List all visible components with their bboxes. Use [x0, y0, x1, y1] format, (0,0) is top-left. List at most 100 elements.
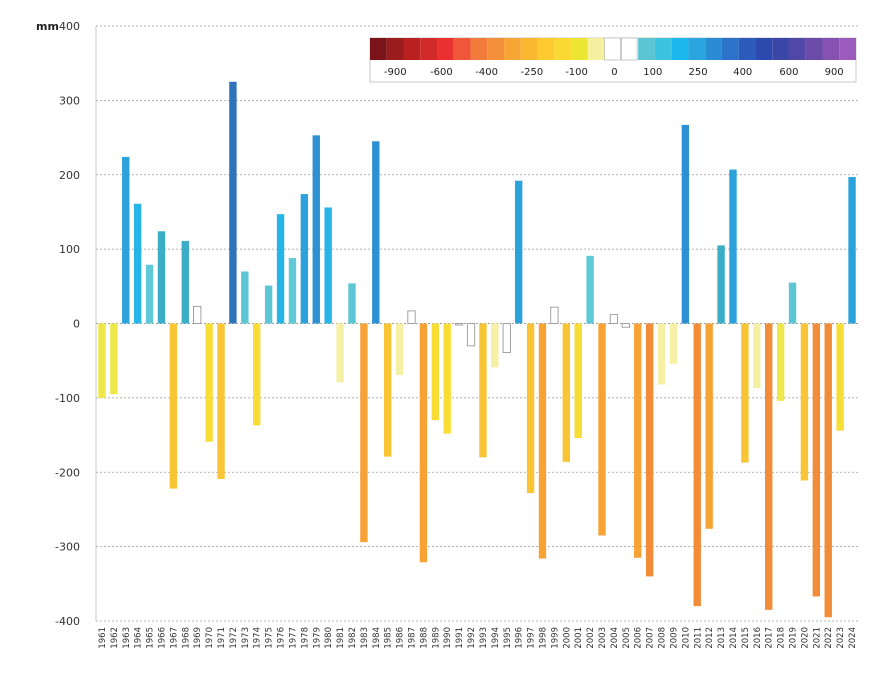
bar-2006 — [634, 323, 642, 558]
x-tick-label: 1992 — [467, 627, 477, 649]
y-tick-label: 200 — [59, 169, 80, 182]
bar-1980 — [324, 207, 332, 324]
legend-label: -900 — [384, 67, 407, 78]
x-tick-label: 1996 — [515, 627, 525, 649]
x-tick-label: 1966 — [157, 627, 167, 649]
x-tick-label: 1979 — [312, 627, 322, 649]
x-tick-label: 2000 — [562, 627, 572, 649]
legend-label: -400 — [475, 67, 498, 78]
legend-swatch — [822, 38, 840, 60]
x-tick-label: 1968 — [181, 627, 191, 649]
bar-1997 — [526, 323, 535, 494]
x-tick-label: 1967 — [169, 627, 179, 649]
legend-label: -600 — [430, 67, 453, 78]
x-tick-label: 1991 — [455, 627, 465, 649]
legend-swatch — [738, 38, 756, 60]
bar-1971 — [217, 323, 225, 479]
bar-1968 — [181, 240, 189, 324]
x-tick-label: 2020 — [800, 627, 810, 649]
y-tick-label: -200 — [55, 466, 80, 479]
x-tick-label: 1986 — [396, 627, 406, 649]
x-tick-label: 2013 — [717, 627, 727, 649]
legend-swatch — [453, 38, 471, 60]
x-tick-label: 1975 — [265, 627, 275, 649]
x-tick-label: 2003 — [598, 627, 608, 649]
x-tick-label: 2014 — [729, 627, 739, 649]
bar-1984 — [372, 141, 380, 324]
legend-swatch — [839, 38, 856, 60]
x-tick-label: 2015 — [741, 627, 751, 649]
legend-label: 0 — [611, 67, 617, 78]
y-axis: mm 400 300 200 100 0 -100 -200 -300 -400 — [36, 20, 97, 628]
x-tick-label: 1993 — [479, 627, 489, 649]
bar-2013 — [717, 245, 725, 324]
bar-1991 — [455, 323, 464, 326]
legend-swatch — [470, 38, 488, 60]
bar-1992 — [466, 323, 476, 347]
bar-2010 — [681, 124, 690, 324]
bar-1965 — [145, 264, 154, 324]
legend-swatch — [755, 38, 773, 60]
x-tick-label: 1962 — [110, 627, 120, 649]
legend-swatch — [420, 38, 438, 60]
legend-swatch — [504, 38, 521, 60]
bar-1976 — [276, 214, 285, 324]
bar-1987 — [407, 310, 416, 324]
y-tick-label: 100 — [59, 243, 80, 256]
bar-2004 — [609, 314, 619, 324]
y-tick-label: 0 — [73, 318, 80, 331]
legend-swatch — [705, 38, 722, 60]
x-tick-label: 1998 — [538, 627, 548, 649]
x-tick-label: 2004 — [610, 627, 620, 649]
x-tick-label: 1961 — [98, 627, 108, 649]
legend-label: 600 — [779, 67, 798, 78]
x-tick-label: 2005 — [622, 627, 632, 649]
x-tick-label: 2024 — [848, 627, 858, 649]
bar-2018 — [776, 323, 785, 401]
x-tick-label: 2008 — [658, 627, 668, 649]
bar-2019 — [788, 282, 797, 324]
bar-2008 — [657, 323, 666, 385]
bar-1974 — [253, 323, 261, 426]
x-tick-label: 2001 — [574, 627, 584, 649]
bar-1990 — [443, 323, 451, 434]
bar-1969 — [193, 305, 202, 324]
y-tick-label: 300 — [59, 94, 80, 107]
x-tick-label: 1969 — [193, 627, 203, 649]
bar-1979 — [312, 135, 320, 324]
bar-2022 — [824, 323, 832, 618]
x-tick-label: 1997 — [527, 627, 537, 649]
bar-1967 — [169, 323, 178, 489]
bar-2017 — [765, 323, 773, 610]
bar-1982 — [348, 283, 356, 324]
x-tick-label: 1982 — [348, 627, 358, 649]
x-tick-label: 2010 — [681, 627, 691, 649]
bar-1999 — [550, 306, 559, 324]
x-tick-label: 1990 — [443, 627, 453, 649]
legend-swatch — [437, 38, 454, 60]
legend-swatch — [654, 38, 672, 60]
legend-swatch — [805, 38, 823, 60]
bar-1995 — [502, 323, 511, 353]
grid-lines — [96, 25, 858, 622]
bar-2000 — [562, 323, 570, 462]
legend-label: -100 — [565, 67, 588, 78]
bar-2011 — [693, 323, 701, 607]
y-tick-label: -100 — [55, 392, 80, 405]
x-tick-label: 2017 — [765, 627, 775, 649]
bars — [98, 81, 856, 618]
legend-swatch — [688, 38, 706, 60]
bar-2005 — [621, 323, 630, 328]
bar-1981 — [336, 323, 344, 383]
legend-swatch — [487, 38, 505, 60]
bar-1977 — [288, 258, 297, 324]
legend-swatch — [537, 38, 555, 60]
x-axis: 1961 1962 1963 1964 1965 1966 1967 1968 1969 1970… — [98, 627, 858, 649]
x-tick-label: 2007 — [646, 627, 656, 649]
legend-swatch — [554, 38, 572, 60]
bar-1989 — [431, 323, 440, 421]
x-tick-label: 2012 — [705, 627, 715, 649]
bar-1996 — [514, 180, 523, 324]
legend-swatch — [788, 38, 806, 60]
bar-1986 — [395, 323, 404, 375]
